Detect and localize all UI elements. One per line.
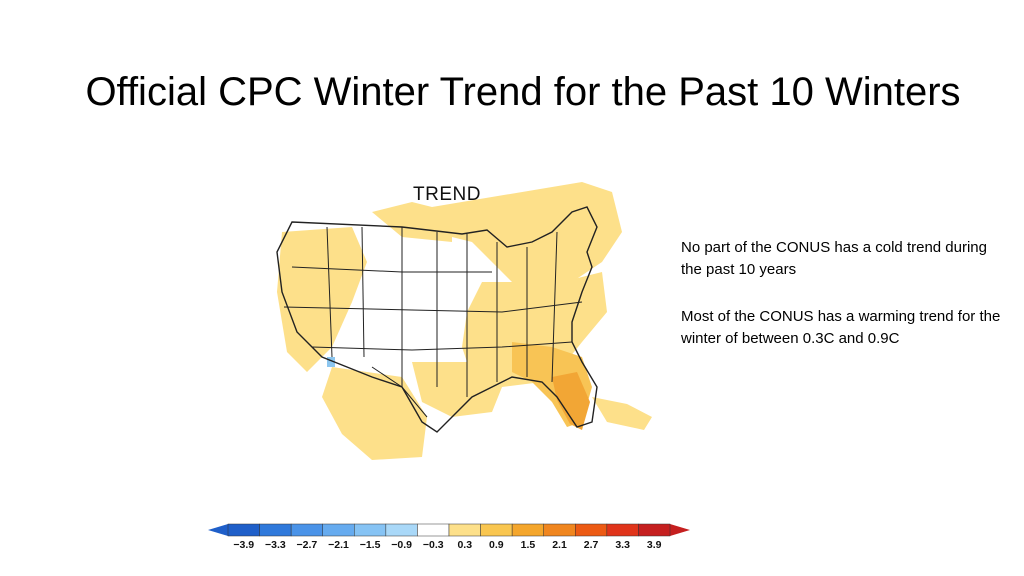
colorbar-right-arrow: [670, 524, 690, 536]
colorbar-tick-label: 0.9: [489, 539, 504, 551]
colorbar-tick-label: −2.1: [328, 539, 349, 551]
note-warming-trend: Most of the CONUS has a warming trend fo…: [681, 308, 1001, 347]
colorbar-swatch: [227, 523, 260, 537]
colorbar-swatch: [638, 523, 671, 537]
note-cold-trend: No part of the CONUS has a cold trend du…: [681, 239, 987, 278]
colorbar-swatch: [290, 523, 323, 537]
colorbar-swatch: [480, 523, 513, 537]
colorbar-tick-label: 2.1: [552, 539, 567, 551]
colorbar-swatch: [354, 523, 387, 537]
colorbar-tick-label: 3.9: [647, 539, 662, 551]
colorbar-swatch: [448, 523, 481, 537]
map-label: TREND: [413, 184, 481, 205]
colorbar-tick-label: −0.3: [423, 539, 444, 551]
colorbar-tick-label: 0.3: [457, 539, 472, 551]
colorbar-tick-label: 1.5: [521, 539, 536, 551]
colorbar-swatch: [575, 523, 608, 537]
warm-trend-shading: [277, 182, 652, 460]
colorbar-swatch: [511, 523, 544, 537]
colorbar-swatch: [417, 523, 450, 537]
colorbar-swatch: [543, 523, 576, 537]
colorbar-swatch: [322, 523, 355, 537]
us-trend-map: [252, 172, 662, 472]
colorbar-graphic: −3.9 −3.3 −2.7 −2.1 −1.5 −0.9 −0.3 0.3 0.9 1.5 2.1…: [208, 523, 690, 551]
colorbar-tick-label: 2.7: [584, 539, 599, 551]
colorbar-swatch: [259, 523, 292, 537]
colorbar-tick-label: −2.7: [297, 539, 318, 551]
colorbar-tick-label: −1.5: [360, 539, 381, 551]
colorbar-left-arrow: [208, 524, 228, 536]
colorbar-tick-label: 3.3: [615, 539, 630, 551]
colorbar-tick-label: −3.9: [233, 539, 254, 551]
state-borders: [276, 206, 598, 433]
slide-title: Official CPC Winter Trend for the Past 1…: [85, 70, 961, 114]
colorbar-tick-label: −3.3: [265, 539, 286, 551]
us-map-graphic: [276, 182, 652, 460]
colorbar-swatch: [385, 523, 418, 537]
colorbar-tick-label: −0.9: [391, 539, 412, 551]
colorbar-swatch: [606, 523, 639, 537]
colorbar: −3.9 −3.3 −2.7 −2.1 −1.5 −0.9 −0.3 0.3 0.9 1.5 2.1…: [206, 518, 692, 554]
